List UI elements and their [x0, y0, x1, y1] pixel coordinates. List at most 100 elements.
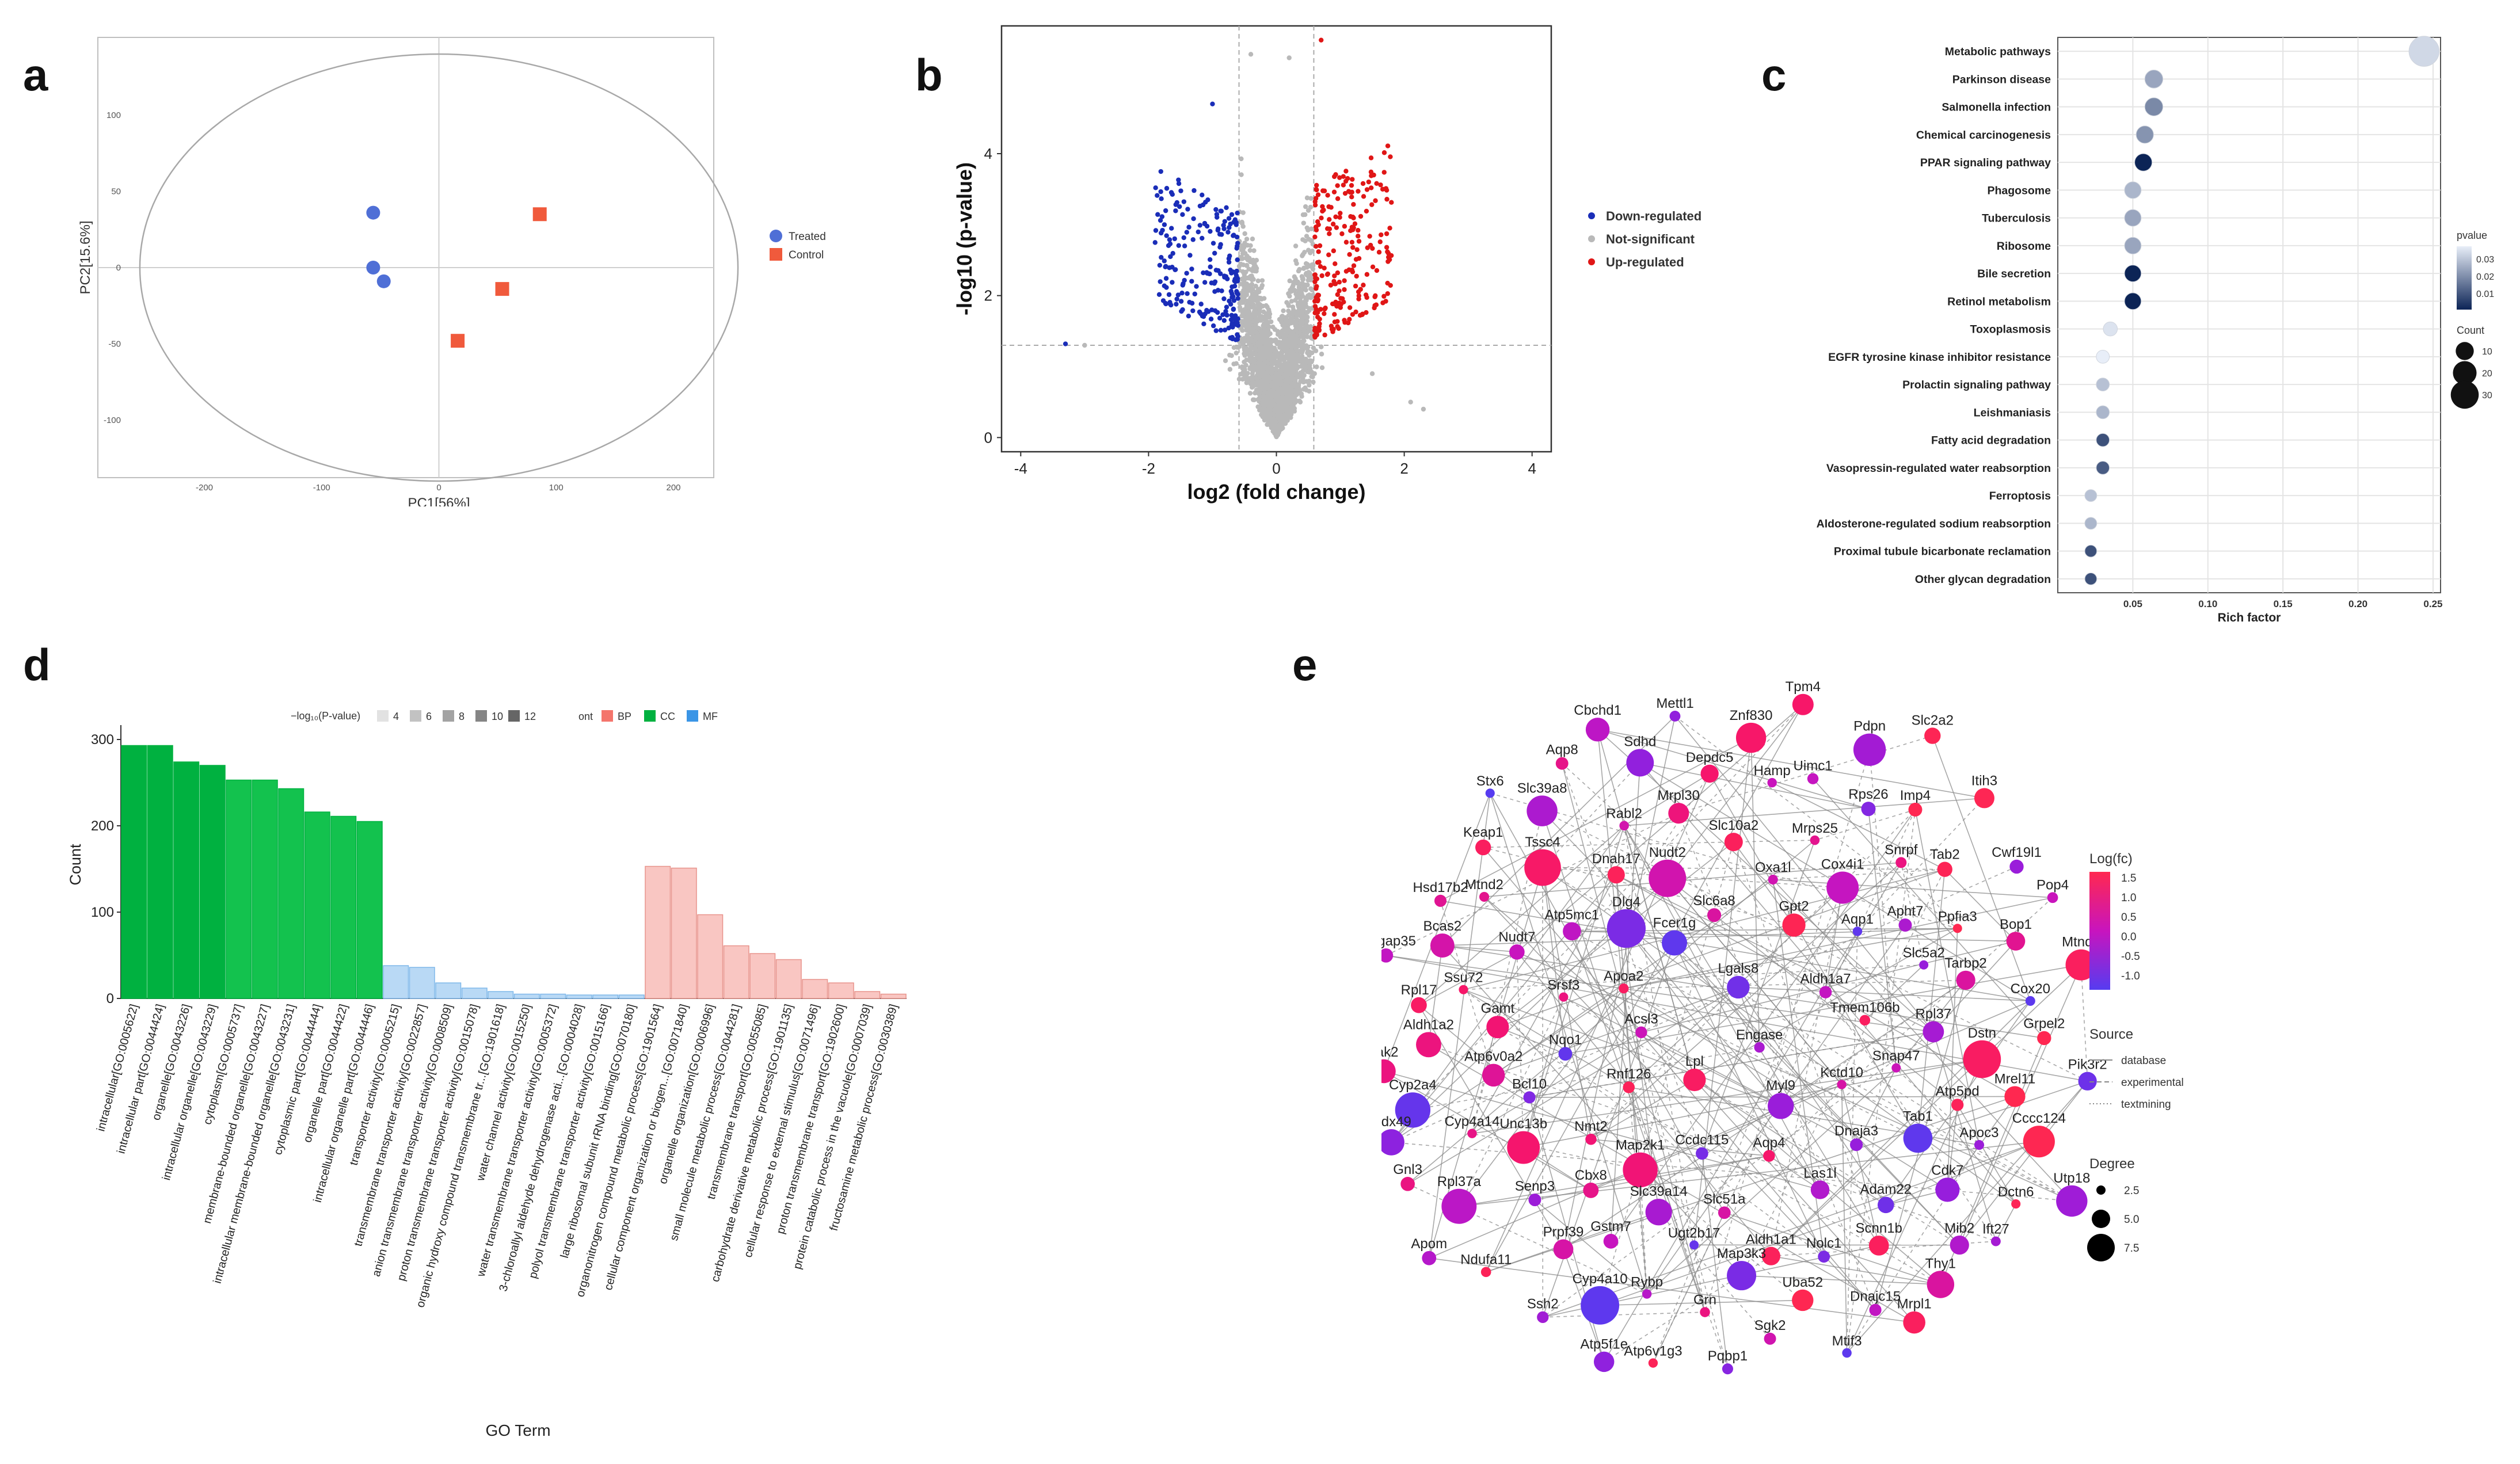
network-edge: [1597, 729, 1641, 1170]
volcano-point-ns: [1263, 327, 1268, 333]
network-node-label: Unc13b: [1499, 1116, 1547, 1132]
go-y-tick-label: 100: [91, 905, 114, 920]
go-bar: [671, 867, 697, 999]
network-edge: [1959, 1081, 2088, 1246]
volcano-point-down: [1168, 254, 1173, 260]
network-nodes: Engase Lpl Lgals8 Myl9 Acsl3 Aldh1a7 Ccdc115 Fc…: [1381, 679, 2107, 1375]
volcano-point-ns: [1302, 282, 1307, 288]
volcano-point-down: [1163, 264, 1168, 269]
volcano-point-up: [1373, 198, 1378, 203]
network-degree-tick: 7.5: [2124, 1242, 2139, 1255]
kegg-category-label: Leishmaniasis: [1974, 406, 2051, 419]
network-node-label: Engase: [1736, 1027, 1783, 1043]
volcano-point-up: [1349, 195, 1354, 200]
volcano-point-up: [1338, 211, 1343, 216]
volcano-point-ns: [1289, 317, 1295, 322]
volcano-point-ns: [1307, 308, 1312, 313]
volcano-point-ns: [1262, 405, 1267, 410]
network-edge: [1933, 941, 2016, 1032]
network-node: [1754, 1042, 1765, 1053]
volcano-point-down: [1228, 335, 1233, 341]
volcano-point-ns: [1288, 341, 1294, 346]
network-edge: [1483, 840, 1815, 848]
volcano-point-ns: [1253, 298, 1258, 303]
go-bar: [540, 993, 566, 999]
volcano-point-ns: [1288, 414, 1293, 420]
volcano-point-up: [1312, 304, 1318, 309]
network-edge: [1864, 964, 1924, 1021]
network-edge: [1529, 1031, 1933, 1098]
network-node: [1792, 693, 1814, 715]
volcano-point-ns: [1300, 376, 1305, 382]
network-node: [1908, 802, 1923, 817]
network-node-label: Znf830: [1730, 708, 1773, 723]
volcano-point-ns: [1239, 172, 1244, 177]
volcano-point-down: [1192, 188, 1197, 193]
panel-letter-d: d: [23, 639, 51, 690]
volcano-point-down: [1153, 185, 1158, 190]
network-node: [1792, 1289, 1814, 1312]
go-bar: [775, 959, 802, 999]
volcano-point-up: [1384, 197, 1390, 202]
network-node: [1807, 773, 1819, 784]
volcano-point-down: [1153, 228, 1159, 233]
volcano-point-ns: [1251, 360, 1257, 365]
network-edge: [1597, 729, 1695, 1080]
network-node-label: Dlg4: [1612, 894, 1640, 910]
panel-letter-e: e: [1292, 639, 1318, 690]
pca-y-tick-label: 100: [106, 110, 121, 120]
network-node: [1924, 727, 1941, 744]
volcano-point-extra: [1408, 399, 1413, 405]
go-legend-ont-key: [687, 710, 698, 722]
network-node-label: Atp6v1g3: [1624, 1343, 1682, 1359]
network-edge: [1694, 1079, 1886, 1206]
volcano-point-up: [1335, 270, 1341, 276]
network-edge: [1658, 1211, 1771, 1339]
volcano-point-up: [1364, 295, 1369, 300]
network-edge: [1773, 868, 1945, 880]
volcano-point-up: [1314, 243, 1319, 249]
volcano-point-ns: [1283, 315, 1289, 321]
network-node: [1891, 1063, 1901, 1073]
volcano-point-down: [1234, 322, 1239, 327]
network-node-label: Tarbp2: [1944, 956, 1986, 971]
volcano-point-ns: [1278, 318, 1284, 323]
volcano-point-down: [1204, 308, 1209, 313]
volcano-point-up: [1381, 293, 1387, 299]
network-node-label: Ppfia3: [1938, 909, 1977, 924]
volcano-point-ns: [1299, 344, 1304, 349]
volcano-point-ns: [1231, 345, 1237, 350]
go-legend-pvalue-title: −log₁₀(P-value): [291, 710, 360, 722]
volcano-point-ns: [1239, 156, 1244, 162]
volcano-point-down: [1209, 307, 1215, 312]
volcano-point-ns: [1304, 265, 1310, 270]
network-edge: [1534, 1199, 1647, 1295]
volcano-point-down: [1201, 321, 1206, 327]
volcano-point-down: [1207, 257, 1213, 262]
network-edge: [1590, 809, 1916, 1140]
volcano-point-up: [1349, 224, 1355, 230]
volcano-point-down: [1178, 188, 1183, 193]
volcano-point-down: [1212, 281, 1217, 286]
network-node-label: Nolc1: [1806, 1236, 1841, 1251]
volcano-point-ns: [1255, 326, 1261, 331]
network-node: [1837, 1080, 1847, 1089]
volcano-point-up: [1353, 309, 1358, 315]
volcano-point-ns: [1293, 243, 1299, 249]
network-node-label: Slc10a2: [1708, 818, 1758, 833]
network-node: [1927, 1271, 1955, 1298]
kegg-bubble: [2096, 405, 2110, 420]
volcano-point-ns: [1249, 281, 1255, 287]
network-edge: [1604, 1256, 1772, 1363]
network-edge: [1563, 996, 1781, 1107]
volcano-point-up: [1341, 182, 1346, 188]
network-node-label: Rpl17: [1401, 982, 1437, 998]
pca-x-tick-label: -100: [313, 483, 330, 493]
volcano-point-up: [1360, 181, 1366, 186]
volcano-point-down: [1219, 208, 1224, 214]
network-node-label: Prpf39: [1543, 1225, 1584, 1240]
go-bar: [566, 994, 592, 999]
network-node-label: Itih3: [1971, 773, 1997, 788]
volcano-point-ns: [1278, 340, 1284, 345]
network-node: [1559, 992, 1569, 1002]
